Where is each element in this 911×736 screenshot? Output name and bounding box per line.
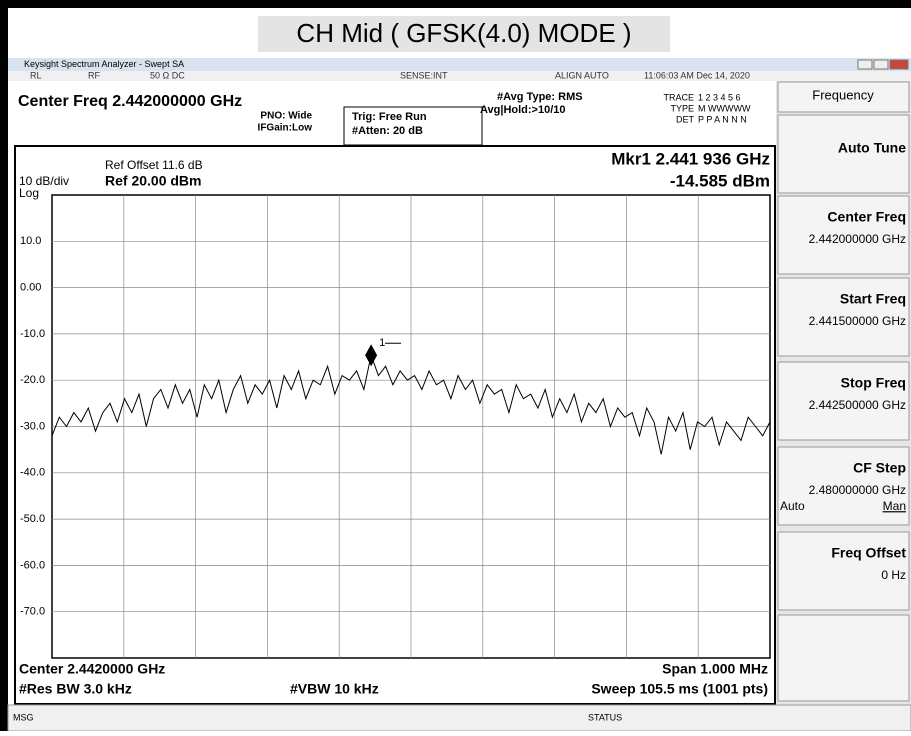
marker-id: 1 [379, 337, 385, 349]
center-freq-header: Center Freq 2.442000000 GHz [18, 93, 242, 110]
scale: 10 dB/div [19, 174, 69, 188]
y-tick-label: -30.0 [20, 420, 45, 432]
status-field: 50 Ω DC [150, 70, 185, 80]
msg-label: MSG [13, 712, 34, 722]
softkey-value: 2.480000000 GHz [809, 483, 906, 497]
softkey-label: Center Freq [827, 209, 906, 225]
marker-diamond [365, 344, 378, 367]
pno: PNO: Wide [260, 111, 312, 122]
close-button[interactable] [889, 59, 909, 70]
title-highlight [258, 16, 670, 52]
trace [51, 353, 771, 455]
res-bw: #Res BW 3.0 kHz [19, 681, 132, 697]
avg-type: #Avg Type: RMS [497, 91, 583, 103]
status-label: STATUS [588, 712, 622, 722]
trace-values: 1 2 3 4 5 6 [698, 92, 741, 102]
sweep: Sweep 105.5 ms (1001 pts) [591, 681, 768, 697]
display-frame [14, 145, 776, 705]
softkey-value: 2.442500000 GHz [809, 398, 906, 412]
status-field: SENSE:INT [400, 70, 448, 80]
softkey[interactable] [777, 277, 910, 357]
window-title: Keysight Spectrum Analyzer - Swept SA [24, 59, 184, 69]
vbw: #VBW 10 kHz [290, 681, 379, 697]
softkey-auto: Auto [780, 499, 805, 513]
status-field: RL [30, 70, 42, 80]
status-field: ALIGN AUTO [555, 70, 609, 80]
softkey[interactable] [777, 614, 910, 702]
log-label: Log [19, 186, 39, 200]
atten: #Atten: 20 dB [352, 125, 423, 137]
y-tick-label: -50.0 [20, 513, 45, 525]
trace-label: TRACE [663, 92, 694, 102]
softkey-label: Start Freq [840, 291, 906, 307]
y-tick-label: -20.0 [20, 374, 45, 386]
y-tick-label: -70.0 [20, 606, 45, 618]
softkey-value: 0 Hz [881, 568, 906, 582]
ref-offset: Ref Offset 11.6 dB [105, 158, 203, 172]
softkey-menu [777, 81, 910, 113]
ref-level: Ref 20.00 dBm [105, 173, 201, 189]
y-tick-label: 0.00 [20, 282, 41, 294]
page-title: CH Mid ( GFSK(4.0) MODE ) [296, 18, 631, 48]
type-values: M WWWWW [698, 103, 751, 113]
marker-frequency: Mkr1 2.441 936 GHz [611, 149, 770, 168]
softkey-value: 2.441500000 GHz [809, 314, 906, 328]
trig: Trig: Free Run [352, 111, 427, 123]
avg-hold: Avg|Hold:>10/10 [480, 104, 566, 116]
center-frequency: Center 2.4420000 GHz [19, 661, 165, 677]
softkey[interactable] [777, 531, 910, 611]
ifgain: IFGain:Low [258, 123, 313, 134]
y-tick-label: -40.0 [20, 467, 45, 479]
det-values: P P A N N N [698, 114, 747, 124]
softkey-label: Freq Offset [831, 545, 906, 561]
window-titlebar [8, 58, 911, 71]
status-field: 11:06:03 AM Dec 14, 2020 [644, 70, 750, 80]
softkey[interactable] [777, 361, 910, 441]
softkey-man: Man [883, 499, 906, 513]
softkey[interactable] [777, 195, 910, 275]
y-tick-label: -10.0 [20, 328, 45, 340]
softkey[interactable] [777, 446, 910, 526]
maximize-button[interactable] [873, 59, 889, 70]
softkey-menu-title: Frequency [812, 87, 874, 102]
minimize-button[interactable] [857, 59, 873, 70]
marker-level: -14.585 dBm [670, 171, 770, 190]
trig-box [343, 106, 483, 146]
softkey-label: Stop Freq [841, 375, 906, 391]
type-label: TYPE [670, 103, 694, 113]
softkey-label: Auto Tune [838, 140, 906, 156]
status-row [8, 71, 911, 81]
softkey-label: CF Step [853, 460, 906, 476]
status-field: RF [88, 70, 100, 80]
softkey[interactable] [777, 114, 910, 194]
softkey-value: 2.442000000 GHz [809, 232, 906, 246]
span: Span 1.000 MHz [662, 661, 768, 677]
message-bar [7, 704, 911, 732]
det-label: DET [676, 114, 695, 124]
y-tick-label: 10.0 [20, 235, 41, 247]
y-tick-label: -60.0 [20, 559, 45, 571]
